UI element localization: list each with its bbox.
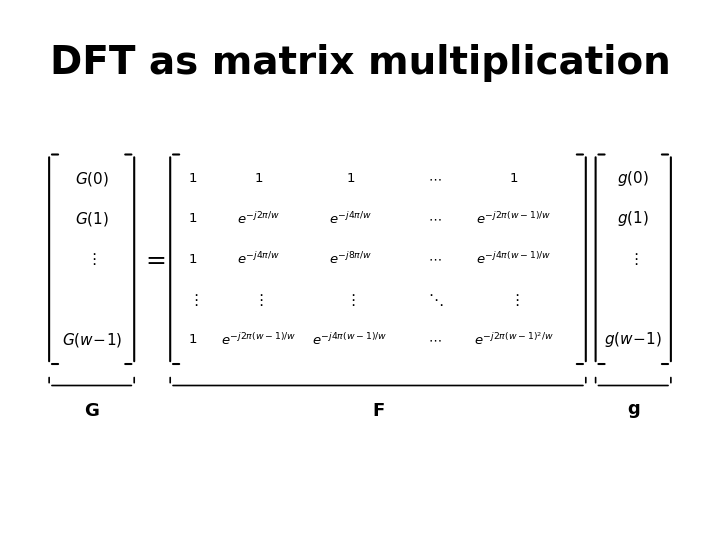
Text: $e^{-j4\pi/w}$: $e^{-j4\pi/w}$ bbox=[328, 211, 372, 227]
Text: $e^{-j4\pi(w-1)/w}$: $e^{-j4\pi(w-1)/w}$ bbox=[312, 332, 388, 348]
Text: $\vdots$: $\vdots$ bbox=[628, 251, 639, 267]
Text: $G(1)$: $G(1)$ bbox=[75, 210, 109, 228]
Text: $\mathbf{G}$: $\mathbf{G}$ bbox=[84, 402, 99, 420]
Text: $1$: $1$ bbox=[189, 172, 198, 185]
Text: DFT as matrix multiplication: DFT as matrix multiplication bbox=[50, 44, 670, 83]
Text: $1$: $1$ bbox=[189, 212, 198, 226]
Text: $1$: $1$ bbox=[254, 172, 264, 185]
Text: $\cdots$: $\cdots$ bbox=[428, 212, 442, 226]
Text: $\vdots$: $\vdots$ bbox=[508, 292, 519, 308]
Text: $=$: $=$ bbox=[141, 247, 166, 271]
Text: $G(w\!-\!1)$: $G(w\!-\!1)$ bbox=[61, 331, 122, 349]
Text: $1$: $1$ bbox=[189, 253, 198, 266]
Text: $\cdots$: $\cdots$ bbox=[428, 333, 442, 346]
Text: $e^{-j8\pi/w}$: $e^{-j8\pi/w}$ bbox=[328, 251, 372, 267]
Text: $\mathbf{F}$: $\mathbf{F}$ bbox=[372, 402, 384, 420]
Text: $\vdots$: $\vdots$ bbox=[86, 251, 97, 267]
Text: $\cdots$: $\cdots$ bbox=[428, 253, 442, 266]
Text: $e^{-j4\pi/w}$: $e^{-j4\pi/w}$ bbox=[237, 251, 280, 267]
Text: $g(1)$: $g(1)$ bbox=[617, 210, 649, 228]
Text: $\vdots$: $\vdots$ bbox=[345, 292, 356, 308]
Text: $1$: $1$ bbox=[509, 172, 518, 185]
Text: $1$: $1$ bbox=[189, 333, 198, 346]
Text: $e^{-j4\pi(w-1)/w}$: $e^{-j4\pi(w-1)/w}$ bbox=[476, 251, 552, 267]
Text: $\vdots$: $\vdots$ bbox=[253, 292, 264, 308]
Text: $e^{-j2\pi(w-1)^2/w}$: $e^{-j2\pi(w-1)^2/w}$ bbox=[474, 332, 554, 348]
Text: $g(0)$: $g(0)$ bbox=[617, 169, 649, 188]
Text: $\cdots$: $\cdots$ bbox=[428, 172, 442, 185]
Text: $\mathbf{g}$: $\mathbf{g}$ bbox=[626, 402, 640, 420]
Text: $g(w\!-\!1)$: $g(w\!-\!1)$ bbox=[604, 330, 662, 349]
Text: $e^{-j2\pi/w}$: $e^{-j2\pi/w}$ bbox=[237, 211, 280, 227]
Text: $e^{-j2\pi(w-1)/w}$: $e^{-j2\pi(w-1)/w}$ bbox=[221, 332, 296, 348]
Text: $\ddots$: $\ddots$ bbox=[428, 292, 443, 308]
Text: $G(0)$: $G(0)$ bbox=[75, 170, 109, 188]
Text: $e^{-j2\pi(w-1)/w}$: $e^{-j2\pi(w-1)/w}$ bbox=[476, 211, 552, 227]
Text: $\vdots$: $\vdots$ bbox=[188, 292, 198, 308]
Text: $1$: $1$ bbox=[346, 172, 355, 185]
